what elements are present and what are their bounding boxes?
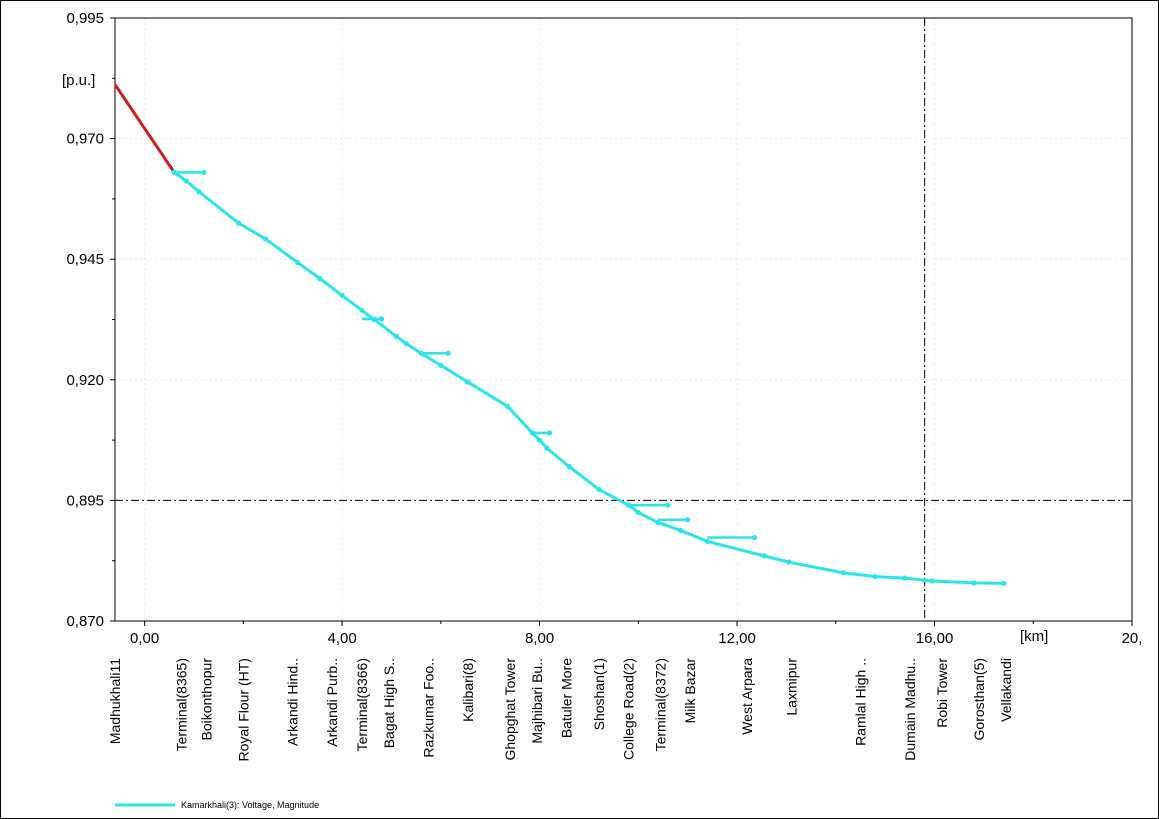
y-tick-label: 0,995 [66,10,104,27]
data-point [529,430,535,436]
y-tick-label: 0,970 [66,131,104,148]
data-point [295,259,301,266]
x-tick-label: 16,00 [916,630,954,647]
category-label: Terminal(8372) [653,658,669,751]
category-label: Madhukhali11 [107,658,123,744]
x-axis-ticks: 0,00 4,00 8,00 12,00 16,00 20, [130,621,1142,647]
data-point [393,333,400,339]
data-point [403,341,409,347]
category-label: Dumain Madhu.. [902,658,918,761]
category-label: Robi Tower [934,658,950,728]
branch-end-point [546,430,553,436]
category-label: Vellakandi [998,658,1014,722]
category-label: Arkandi Hind.. [285,658,301,746]
data-point [655,519,661,526]
data-point [544,445,550,451]
data-point [183,178,190,184]
x-tick-label: 0,00 [130,630,159,647]
y-tick-label: 0,920 [66,372,104,389]
branch-end-point [445,350,451,356]
category-label: Batuler More [559,658,575,738]
category-label: Majhibari Bu.. [529,658,545,744]
data-point [262,236,269,242]
data-point [872,574,878,580]
data-point [371,316,377,323]
data-point [235,220,242,226]
data-point [786,559,792,565]
legend-label: Kamarkhali(3): Voltage, Magnitude [181,800,319,810]
x-tick-label: 8,00 [525,630,554,647]
category-label: Milk Bazar [682,658,698,724]
category-label: Shoshan(1) [591,658,607,730]
data-point [929,578,935,584]
branch-end-point [378,316,385,322]
data-point [625,502,632,508]
category-label: Royal Flour (HT) [235,658,251,761]
grid-layer [115,18,1132,621]
data-point [359,307,365,313]
category-label: Terminal(8366) [354,658,370,751]
data-point [504,403,511,409]
y-tick-label: 0,895 [66,492,104,509]
data-point [418,350,424,356]
data-point [566,464,572,470]
data-point [438,362,444,368]
category-label: Kalibari(8) [460,658,476,722]
category-labels: Madhukhali11 Terminal(8365) Boikonthopur Ro… [107,658,1014,762]
data-point [339,292,345,298]
branch-end-point [751,534,757,541]
x-tick-label: 12,00 [718,630,756,647]
y-axis-unit: [p.u.] [62,72,95,89]
category-label: Ghopghat Tower [502,658,518,761]
data-point [840,570,846,576]
data-point [971,580,977,586]
series-layer [113,83,1007,586]
x-axis-unit: [km] [1020,628,1048,645]
category-label: Boikonthopur [198,658,214,741]
data-point [536,437,543,443]
category-label: Bagat High S.. [381,658,397,748]
series-line [173,171,1004,585]
y-tick-label: 0,870 [66,613,104,630]
branch-end-point [201,169,207,175]
data-point [761,553,767,559]
branch-end-point [685,517,691,523]
data-point [677,527,683,533]
category-label: Gorosthan(5) [971,658,987,740]
data-point [704,538,711,545]
category-label: Razkumar Foo.. [420,658,436,758]
x-tick-label: 20, [1122,630,1143,647]
y-axis-ticks: 0,870 0,895 0,920 0,945 0,970 0,995 [66,10,115,630]
data-point [902,575,908,581]
category-label: Arkandi Purb.. [324,658,340,747]
y-tick-label: 0,945 [66,251,104,268]
data-point [317,275,323,282]
crosshair [115,18,1132,621]
plot-area [114,17,1133,622]
data-point [465,379,471,385]
branch-end-point [665,502,671,508]
series-lead-segment [113,83,176,174]
legend: Kamarkhali(3): Voltage, Magnitude [115,800,319,810]
data-point [171,169,177,175]
data-point [635,509,641,516]
data-point [196,189,202,195]
category-label: Ramlal High .. [852,658,868,746]
category-label: College Road(2) [620,658,636,760]
data-point [1001,580,1007,586]
category-label: Terminal(8365) [174,658,190,751]
x-tick-label: 4,00 [327,630,356,647]
category-label: Laxmipur [783,658,799,716]
data-point [596,486,602,492]
category-label: West Arpara [739,658,755,735]
